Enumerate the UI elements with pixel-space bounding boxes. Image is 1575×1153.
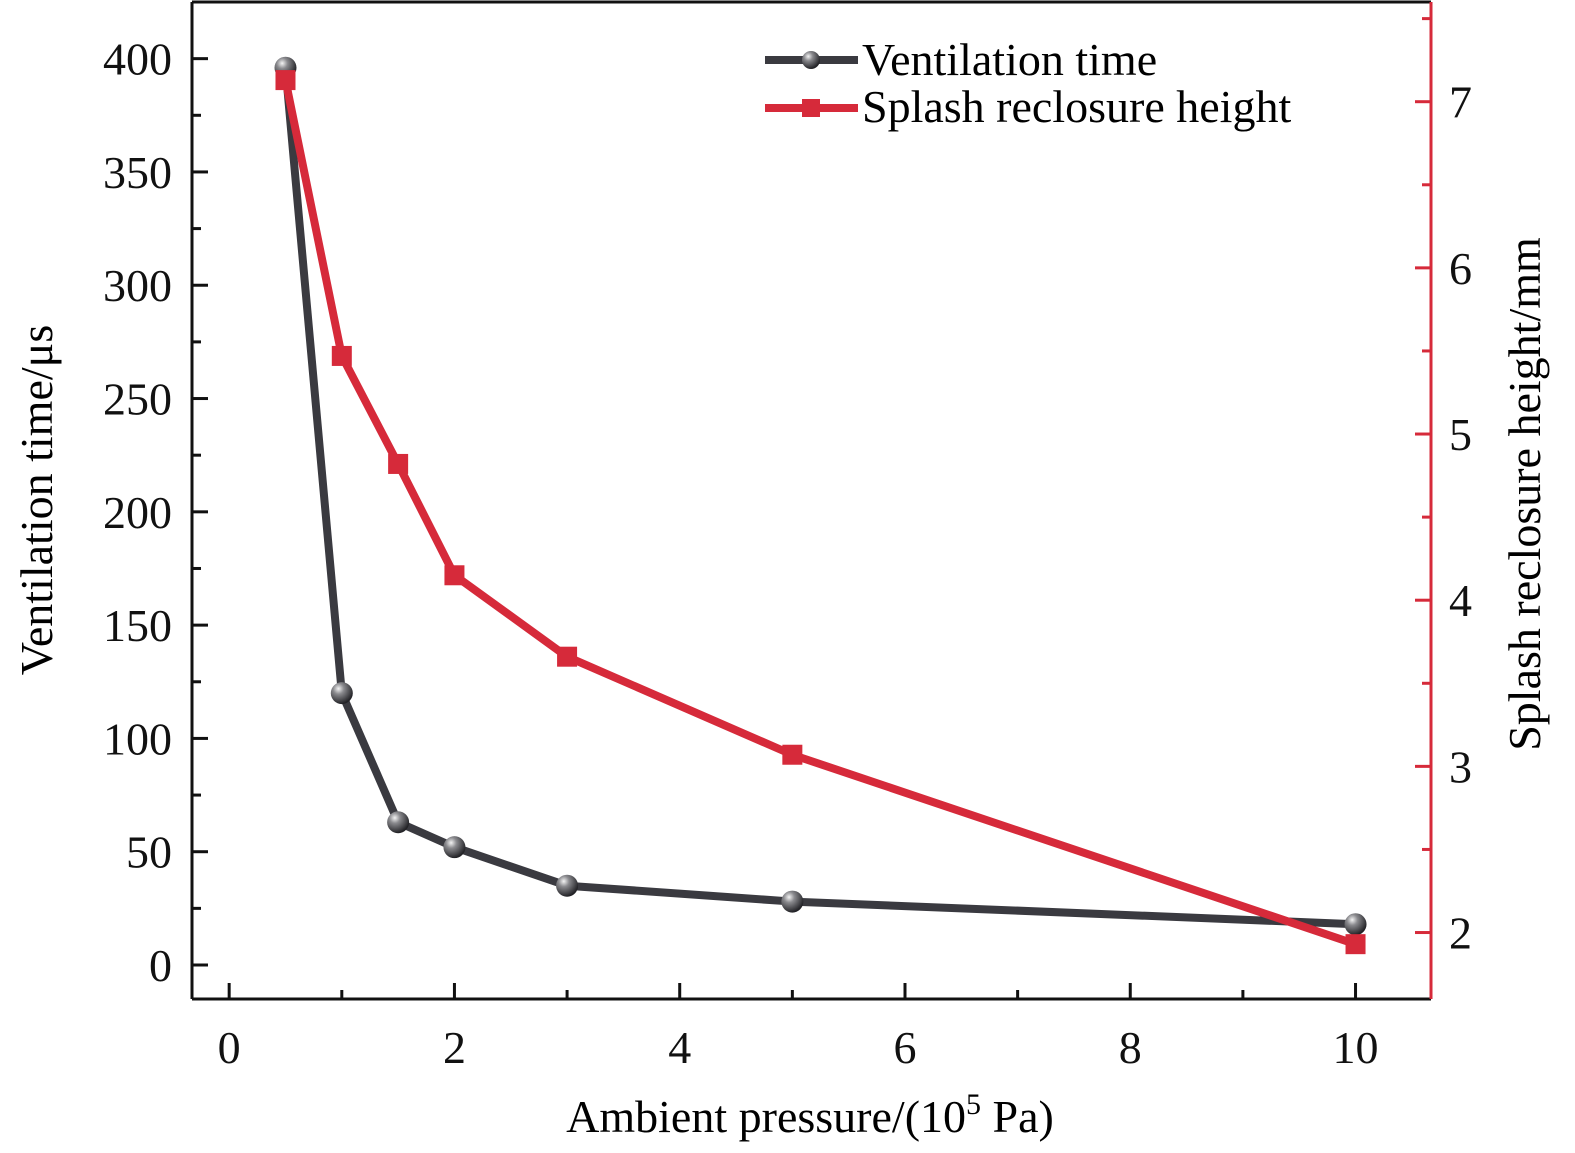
x-axis-title-superscript: 5: [966, 1088, 981, 1121]
x-tick-label: 4: [668, 1022, 691, 1073]
y-tick-label: 300: [103, 260, 172, 311]
data-point-ventilation-time: [1344, 913, 1367, 936]
data-point-splash-reclosure-height: [331, 345, 352, 366]
x-axis-title: Ambient pressure/(105 Pa): [566, 1088, 1054, 1142]
legend-marker-ventilation-time: [802, 51, 820, 69]
y2-tick-label: 7: [1449, 77, 1472, 128]
x-tick-label: 6: [893, 1022, 916, 1073]
y2-axis-title: Splash reclosure height/mm: [1499, 237, 1550, 751]
legend: Ventilation time Splash reclosure height: [765, 34, 1291, 132]
y-tick-label: 350: [103, 147, 172, 198]
data-point-ventilation-time: [443, 836, 466, 859]
legend-marker-splash-reclosure-height: [802, 99, 820, 117]
data-point-ventilation-time: [556, 874, 579, 897]
legend-label-splash-reclosure-height: Splash reclosure height: [862, 81, 1291, 132]
y-tick-label: 100: [103, 713, 172, 764]
data-point-ventilation-time: [330, 682, 353, 705]
x-axis-title-tail: Pa): [981, 1091, 1054, 1142]
series-line-ventilation-time: [281, 67, 1356, 929]
y-tick-label: 250: [103, 374, 172, 425]
y-tick-label: 50: [126, 827, 172, 878]
y2-tick-label: 2: [1449, 908, 1472, 959]
data-point-splash-reclosure-height: [275, 70, 296, 91]
axes: [190, 0, 1433, 1001]
plot-series: [274, 56, 1367, 955]
y2-tick-label: 5: [1449, 409, 1472, 460]
data-point-splash-reclosure-height: [388, 453, 409, 474]
x-tick-label: 8: [1119, 1022, 1142, 1073]
legend-label-ventilation-time: Ventilation time: [862, 34, 1157, 85]
x-tick-label: 0: [218, 1022, 241, 1073]
x-tick-label: 10: [1333, 1022, 1379, 1073]
data-point-splash-reclosure-height: [782, 744, 803, 765]
y-axis-title: Ventilation time/μs: [11, 325, 62, 675]
data-point-splash-reclosure-height: [1345, 934, 1366, 955]
y2-tick-label: 3: [1449, 741, 1472, 792]
x-tick-label: 2: [443, 1022, 466, 1073]
y-tick-label: 0: [149, 940, 172, 991]
legend-item-splash-reclosure-height: Splash reclosure height: [765, 81, 1291, 132]
legend-item-ventilation-time: Ventilation time: [765, 34, 1157, 85]
x-axis-title-main: Ambient pressure/(10: [566, 1091, 966, 1142]
data-point-splash-reclosure-height: [444, 565, 465, 586]
data-point-ventilation-time: [387, 811, 410, 834]
series-line-splash-reclosure-height: [281, 79, 1357, 948]
y-tick-label: 150: [103, 600, 172, 651]
data-point-ventilation-time: [781, 890, 804, 913]
data-point-splash-reclosure-height: [557, 646, 578, 667]
y-tick-label: 200: [103, 487, 172, 538]
y2-tick-label: 4: [1449, 575, 1472, 626]
y-tick-label: 400: [103, 34, 172, 85]
y2-tick-label: 6: [1449, 243, 1472, 294]
